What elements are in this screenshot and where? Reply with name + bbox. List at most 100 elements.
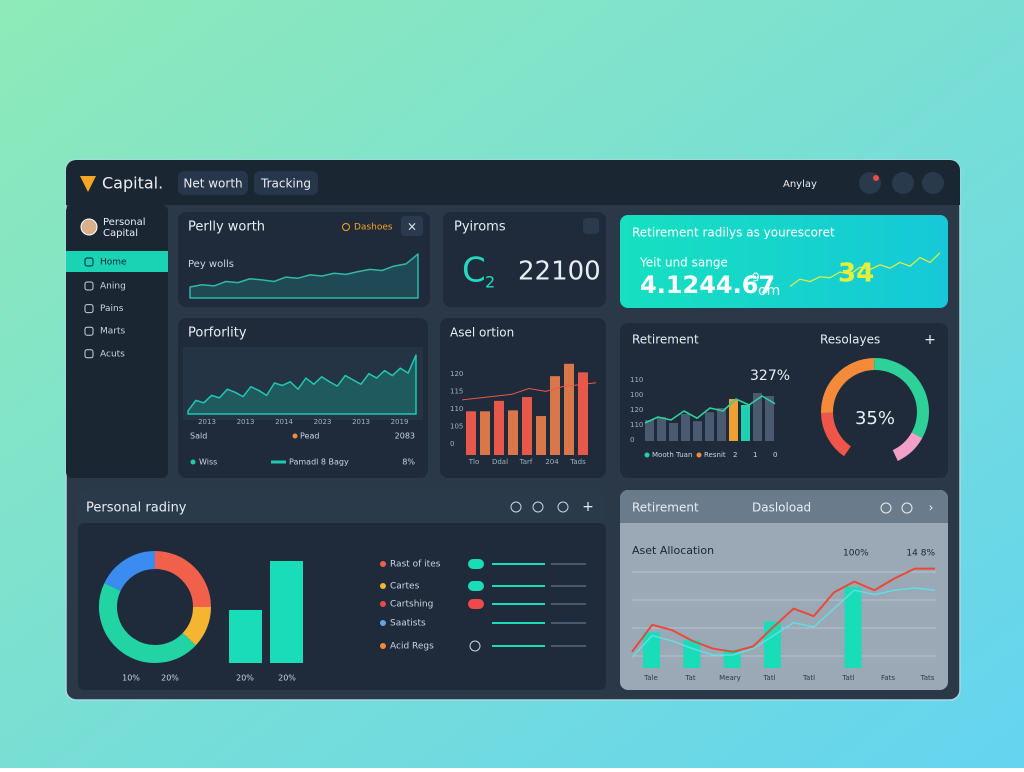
label: Pey wolls [188, 259, 234, 270]
legend-item: Mooth Tuan [652, 451, 692, 459]
bar [522, 397, 532, 455]
nav-item[interactable]: Marts [100, 327, 126, 337]
bar [844, 587, 862, 668]
x-label: 2014 [275, 418, 293, 426]
icon-button[interactable] [532, 501, 544, 513]
y-label: 0 [450, 440, 454, 448]
label: Porforlity [188, 326, 247, 341]
area-chart [187, 354, 417, 415]
y-label: 100 [630, 391, 643, 399]
label: 100% [843, 549, 869, 559]
label: 14 8% [906, 549, 935, 559]
x-label: Ddal [492, 458, 508, 466]
amount: 4.1244.67 [640, 271, 775, 299]
x-label: Tlo [468, 458, 480, 466]
x-label: 2013 [198, 418, 216, 426]
legend-dot [292, 433, 298, 439]
label: 9 [752, 271, 760, 285]
logo: Capital. [102, 174, 163, 193]
close-button[interactable] [401, 216, 423, 236]
label: om [758, 283, 780, 299]
tab-label[interactable]: Net worth [183, 177, 242, 191]
axis-label: 20% [236, 674, 254, 683]
card-header [620, 490, 948, 523]
legend-item: Resnit [704, 451, 726, 459]
icon-button[interactable] [892, 172, 914, 194]
bar [681, 414, 690, 441]
legend-item: Wiss [199, 458, 217, 467]
card [620, 490, 948, 690]
badge: Dashoes [354, 223, 393, 233]
y-label: 110 [450, 405, 463, 413]
bar [564, 363, 574, 455]
x-label: Tatl [841, 674, 854, 682]
icon-button[interactable] [557, 501, 569, 513]
y-label: 120 [450, 370, 463, 378]
icon-button[interactable] [901, 502, 913, 514]
sparkline [789, 252, 941, 287]
bar [741, 405, 750, 441]
nav-icon [84, 281, 94, 291]
x-label: Tats [920, 674, 935, 682]
bar [765, 396, 774, 441]
bar [578, 372, 588, 455]
nav-icon [84, 257, 94, 267]
x-label: 2013 [352, 418, 370, 426]
icon-text: 2 [485, 273, 495, 292]
card-body [78, 523, 606, 690]
y-label: 110 [630, 376, 643, 384]
nav-icon [84, 326, 94, 336]
x-label: Tatl [762, 674, 775, 682]
icon-button[interactable] [859, 172, 881, 194]
nav-item[interactable]: Pains [100, 304, 124, 314]
x-label: 2013 [237, 418, 255, 426]
bar [466, 411, 476, 455]
nav-active[interactable] [66, 251, 168, 272]
nav-icon [84, 304, 94, 314]
x-label: 204 [545, 458, 559, 466]
gauge-segment [821, 412, 852, 457]
line [461, 382, 597, 401]
nav-item[interactable]: Home [100, 258, 127, 268]
bar [480, 411, 490, 455]
label: Yeit und sange [639, 256, 728, 270]
legend-dot [380, 583, 386, 589]
icon-button[interactable] [922, 172, 944, 194]
legend-dot [696, 452, 702, 458]
donut-segment [104, 551, 156, 592]
icon-button[interactable] [510, 501, 522, 513]
nav-item[interactable]: Aning [100, 282, 126, 292]
legend-item: 8% [402, 458, 415, 467]
line [644, 395, 776, 424]
bar [229, 609, 262, 663]
donut-segment [99, 583, 196, 663]
toggle[interactable] [468, 581, 484, 591]
card [443, 212, 606, 307]
clock-icon[interactable] [469, 640, 481, 652]
icon-button[interactable] [880, 502, 892, 514]
next-icon[interactable]: › [929, 501, 934, 515]
label: Personal radiny [86, 501, 187, 516]
x-label: Tale [643, 674, 658, 682]
toggle[interactable] [468, 559, 484, 569]
legend-item: Pamadl 8 Bagy [289, 458, 349, 467]
y-label: 110 [630, 421, 643, 429]
badge-dot [342, 223, 350, 231]
axis-label: 20% [278, 674, 296, 683]
user-menu[interactable]: Anylay [783, 179, 817, 190]
x-label: Fats [881, 674, 895, 682]
bar [645, 420, 654, 441]
legend-item: 1 [753, 451, 757, 459]
nav-item[interactable]: Acuts [100, 349, 125, 359]
label: Pyiroms [454, 220, 506, 235]
tab-label[interactable]: Tracking [260, 177, 311, 191]
toggle[interactable] [468, 599, 484, 609]
legend-item: 2 [733, 451, 737, 459]
y-label: 120 [630, 406, 643, 414]
tab[interactable] [178, 171, 248, 195]
tab[interactable] [254, 171, 318, 195]
tab-label[interactable]: Dasloload [752, 501, 811, 515]
add-icon[interactable]: + [582, 499, 594, 515]
icon-button[interactable] [583, 218, 599, 234]
